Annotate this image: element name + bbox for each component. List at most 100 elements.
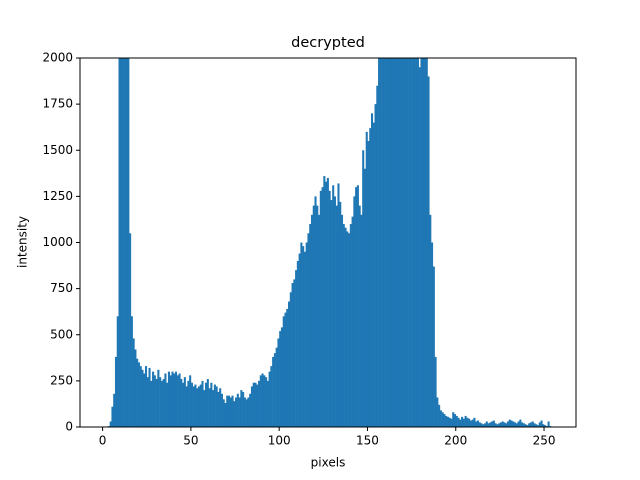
bar [420,58,423,427]
bar [427,76,430,427]
bar [399,58,402,427]
bar [109,421,112,427]
bar [415,58,418,427]
bar [272,356,275,427]
bar [240,390,243,427]
bar [303,251,306,427]
bar [319,190,322,427]
bar [266,380,269,427]
bar [503,422,506,427]
bar [116,316,119,427]
bar [517,421,520,427]
bar [431,242,434,427]
bar [538,422,541,427]
bar [190,382,193,427]
bar [288,301,291,427]
bar [439,410,442,427]
bar [401,58,404,427]
y-tick-label: 250 [50,373,73,387]
bar [148,367,151,427]
bar [323,176,326,427]
bar [265,377,268,427]
bar [205,382,208,427]
bar [215,386,218,427]
x-tick-label: 150 [356,434,379,448]
bar [254,382,257,427]
bar [450,418,453,427]
bar [305,242,308,427]
bar [358,205,361,427]
bar [120,58,123,427]
bar [515,423,518,427]
bar [386,58,389,427]
bar [298,253,301,427]
bar [259,375,262,427]
bar [533,423,536,427]
bar [180,379,183,427]
bar [524,424,527,427]
x-tick-label: 250 [533,434,556,448]
bar [374,104,377,427]
bar [423,58,427,427]
bar [383,58,386,427]
bar [284,312,287,427]
bar [487,423,490,427]
x-axis-label: pixels [311,456,346,470]
bar [164,373,167,427]
bar [219,388,222,427]
bar [282,316,285,427]
bar [300,242,303,427]
bar [351,216,354,427]
bar [206,379,209,427]
bar [531,421,534,427]
x-tick-label: 0 [99,434,107,448]
bar [144,366,148,427]
bar [330,200,333,427]
bar [261,373,264,427]
bar [150,380,153,427]
bar [321,187,324,427]
bar [462,418,465,427]
bar [118,58,121,427]
bar [280,327,284,427]
bar [169,375,172,427]
bar [233,401,236,427]
bar [160,380,163,427]
bar [522,423,525,427]
bar [432,266,435,427]
bar [429,214,432,427]
bar [277,338,280,427]
bar [379,58,382,427]
bar [402,58,405,427]
bar [310,214,314,427]
bar [367,141,370,427]
bar [139,366,142,427]
bar [250,386,253,427]
bar [125,58,128,427]
bar [544,425,547,427]
bar [127,58,130,427]
bar [236,393,239,427]
bar [328,190,331,427]
bar [196,388,199,427]
bar [344,227,347,427]
bar [275,347,278,427]
bar [256,384,259,427]
bar [459,419,462,427]
bar [376,85,379,427]
bar [302,246,305,427]
bar [425,58,428,427]
bar [466,417,469,427]
bar [506,421,510,427]
y-tick-label: 1750 [42,97,73,111]
y-tick-label: 1500 [42,143,73,157]
bar [512,421,515,427]
bar [257,380,261,427]
bar [208,388,211,427]
bar [360,214,363,427]
bar [337,183,340,427]
bar [353,196,356,427]
bars [107,58,554,427]
bar [485,421,488,427]
